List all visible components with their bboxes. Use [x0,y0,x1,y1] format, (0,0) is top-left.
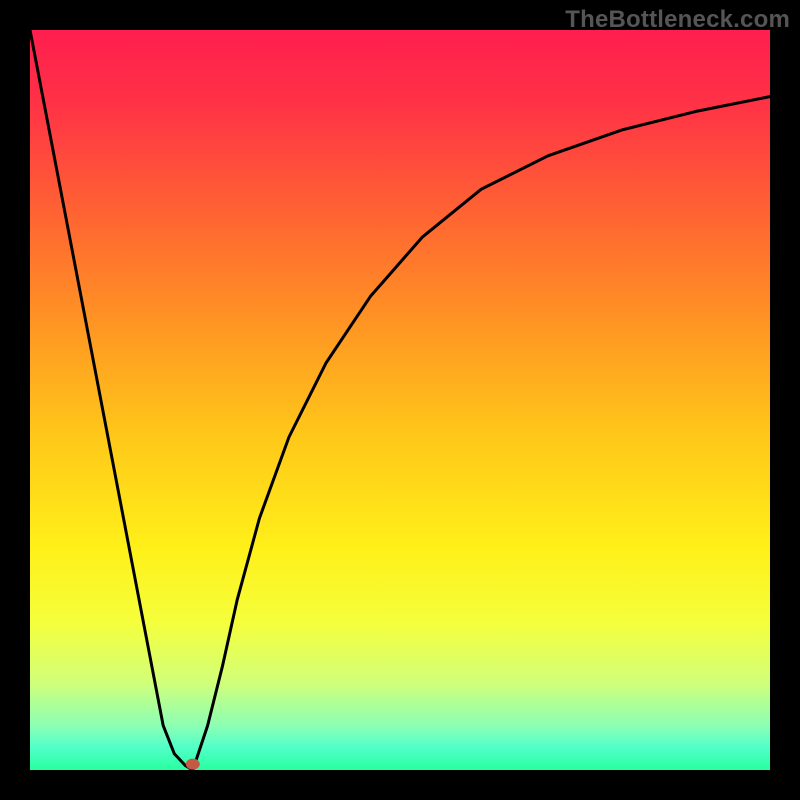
plot-svg [30,30,770,770]
watermark-text: TheBottleneck.com [565,6,790,34]
plot-area [30,30,770,770]
sweet-spot-dot [186,759,200,770]
chart-frame: TheBottleneck.com [0,0,800,800]
marker-layer [186,759,200,770]
gradient-background [30,30,770,770]
